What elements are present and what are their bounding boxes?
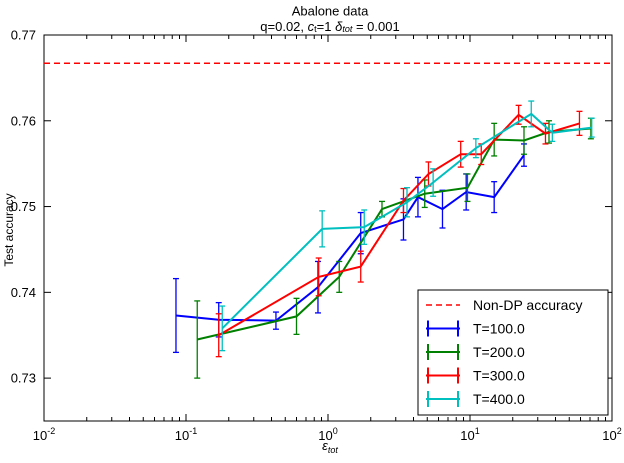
chart-subtitle: q=0.02, ct=1 δtot = 0.001 [260, 19, 399, 35]
x-tick-label: 10-2 [33, 426, 55, 443]
legend-label: T=100.0 [473, 321, 525, 337]
series-3 [215, 104, 583, 358]
series-line [218, 113, 580, 337]
series-line [196, 127, 591, 341]
legend-label: T=300.0 [473, 368, 525, 384]
y-axis-label: Test accuracy [2, 193, 16, 266]
x-tick-label: 101 [460, 426, 479, 443]
legend-label: Non-DP accuracy [473, 297, 582, 313]
plot-area: 10-2 10-1 100 101 102 0.73 0.74 0.75 0.76 0.77 [11, 28, 622, 444]
series-4 [219, 100, 595, 352]
y-tick-label: 0.77 [11, 28, 36, 43]
legend-label: T=400.0 [473, 391, 525, 407]
series-2 [194, 117, 594, 379]
x-axis-label: εtot [322, 438, 338, 455]
y-tick-label: 0.74 [11, 285, 36, 300]
x-tick-label: 10-1 [175, 426, 197, 443]
legend: Non-DP accuracy T=100.0 T=200.0 T=300.0 T=40… [417, 289, 609, 416]
chart-title: Abalone data [292, 4, 369, 19]
y-tick-label: 0.75 [11, 199, 36, 214]
x-tick-label: 102 [602, 426, 621, 443]
legend-label: T=200.0 [473, 344, 525, 360]
y-tick-label: 0.76 [11, 113, 36, 128]
x-tick-label: 100 [318, 426, 337, 443]
y-tick-label: 0.73 [11, 371, 36, 386]
